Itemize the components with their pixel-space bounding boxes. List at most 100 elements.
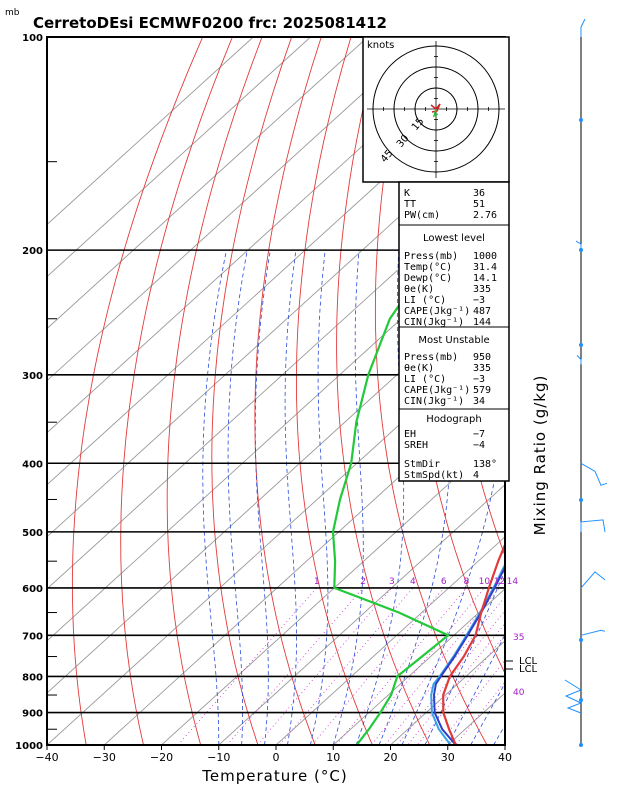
- wind-calm-dot: [579, 743, 583, 747]
- wind-barb: [580, 571, 606, 589]
- theta-e-label-40: 40: [513, 688, 525, 698]
- hodograph-trace-lower: [432, 108, 439, 118]
- most-unstable-value: 950: [473, 352, 491, 363]
- isotherm-line: [275, 536, 505, 745]
- mixing-ratio-tick-label: 2: [360, 577, 366, 587]
- moist-adiabat-line: [470, 682, 505, 745]
- temperature-curve: [442, 542, 505, 745]
- mixing-ratio-tick-label: 1: [314, 577, 320, 587]
- pressure-tick-label: 600: [22, 584, 43, 595]
- index-top-value: 51: [473, 199, 485, 210]
- dry-adiabat-line: [211, 37, 293, 745]
- lowest-level-key: Temp(°C): [404, 262, 452, 273]
- wind-calm-dot: [579, 638, 583, 642]
- mixing-ratio-tick-label: 8: [464, 577, 470, 587]
- dry-adiabat-line: [296, 37, 373, 745]
- moist-adiabat-line: [284, 250, 297, 745]
- lowest-level-key: Press(mb): [404, 251, 458, 262]
- most-unstable-key: CAPE(Jkg⁻¹): [404, 385, 470, 396]
- most-unstable-key: CIN(Jkg⁻¹): [404, 396, 464, 407]
- lowest-level-key: CIN(Jkg⁻¹): [404, 317, 464, 328]
- mixing-ratio-tick-label: 4: [410, 577, 416, 587]
- hodograph-index-value: −7: [473, 429, 485, 440]
- dry-adiabat-line: [166, 37, 263, 745]
- wind-calm-dot: [579, 343, 583, 347]
- mixing-ratio-axis-title: Mixing Ratio (g/kg): [531, 375, 549, 536]
- lcl-label-1: LCL: [519, 656, 538, 667]
- wind-calm-dot: [579, 498, 583, 502]
- moist-adiabat-line: [332, 250, 364, 745]
- mixing-ratio-line: [177, 587, 318, 745]
- mixing-ratio-labels: 1 2 3 4 6 8 10 12 14: [314, 577, 518, 587]
- hodograph-index-value: 138°: [473, 459, 497, 470]
- hodograph-units: knots: [367, 40, 394, 51]
- wind-barb: [580, 519, 606, 532]
- isotherm-line: [218, 484, 505, 745]
- index-top-key: TT: [404, 199, 416, 210]
- lowest-level-value: 144: [473, 317, 491, 328]
- pressure-tick-label: 500: [22, 528, 43, 539]
- most-unstable-value: 579: [473, 385, 491, 396]
- pressure-tick-label: 100: [22, 33, 43, 44]
- isotherm-line: [47, 37, 369, 330]
- moist-adiabat-line: [447, 633, 505, 745]
- most-unstable-key: LI (°C): [404, 374, 446, 385]
- x-tick-label: −10: [207, 751, 230, 764]
- most-unstable-value: 34: [473, 396, 485, 407]
- chart-title: CerretoDEsi ECMWF0200 frc: 2025081412: [33, 14, 387, 32]
- dry-adiabat-line: [585, 37, 618, 760]
- isotherm-line: [47, 37, 311, 278]
- mixing-ratio-tick-label: 14: [507, 577, 519, 587]
- mixing-ratio-tick-label: 3: [389, 577, 395, 587]
- dewpoint-curve: [331, 145, 505, 745]
- wind-calm-dot: [579, 698, 583, 702]
- index-top-key: PW(cm): [404, 210, 440, 221]
- moist-adiabat-line: [493, 724, 505, 745]
- lowest-level-key: LI (°C): [404, 295, 446, 306]
- isotherm-line: [47, 37, 426, 382]
- mixing-ratio-line: [407, 622, 505, 745]
- hodograph-index-key: EH: [404, 429, 416, 440]
- mixing-ratio-tick-label: 10: [479, 577, 491, 587]
- mixing-ratio-line: [256, 587, 393, 745]
- mixing-ratio-line: [455, 681, 505, 745]
- mixing-ratio-tick-label: 12: [494, 577, 505, 587]
- x-tick-label: 30: [441, 751, 455, 764]
- pressure-tick-label: 200: [22, 246, 43, 257]
- wind-calm-dot: [579, 248, 583, 252]
- x-tick-label: 0: [273, 751, 280, 764]
- mixing-ratio-tick-label: 6: [441, 577, 447, 587]
- hodograph-index-value: 4: [473, 470, 479, 481]
- mixing-ratio-line: [396, 610, 505, 745]
- wind-barb: [576, 355, 582, 365]
- pressure-tick-labels: 100 200 300 400 500 600 700 800 900 1000: [15, 33, 43, 752]
- mixing-ratio-line: [311, 587, 445, 745]
- lowest-level-value: 335: [473, 284, 491, 295]
- lcl-markers: LCL LCL: [505, 656, 538, 675]
- indices-table: K 36 TT 51 PW(cm) 2.76 Lowest level Press(mb) 10…: [398, 181, 510, 482]
- wind-profile: [564, 18, 608, 747]
- isotherm-line: [47, 37, 254, 226]
- dry-adiabat-line: [374, 37, 488, 745]
- isotherm-line: [332, 588, 505, 745]
- index-top-key: K: [404, 188, 410, 199]
- x-tick-label: −30: [93, 751, 116, 764]
- isotherm-line: [47, 328, 505, 745]
- lcl-label-2: LCL: [519, 664, 538, 675]
- wind-barb: [580, 629, 606, 636]
- x-tick-label: 20: [384, 751, 398, 764]
- most-unstable-value: −3: [473, 374, 485, 385]
- x-tick-label: −40: [35, 751, 58, 764]
- hodograph-inset: knots 15 30 45: [362, 36, 510, 183]
- moist-adiabat-line: [227, 250, 248, 745]
- pressure-tick-label: 700: [22, 631, 43, 642]
- lowest-level-value: 14.1: [473, 273, 497, 284]
- moist-adiabat-line: [309, 250, 329, 745]
- theta-e-label-35: 35: [513, 633, 524, 643]
- x-tick-labels: −40 −30 −20 −10 0 10 20 30 40: [35, 745, 512, 764]
- hodograph-index-key: StmDir: [404, 459, 440, 470]
- hodograph-index-key: StmSpd(kt): [404, 470, 464, 481]
- dry-adiabat-line: [71, 37, 204, 745]
- hodograph-index-value: −4: [473, 440, 485, 451]
